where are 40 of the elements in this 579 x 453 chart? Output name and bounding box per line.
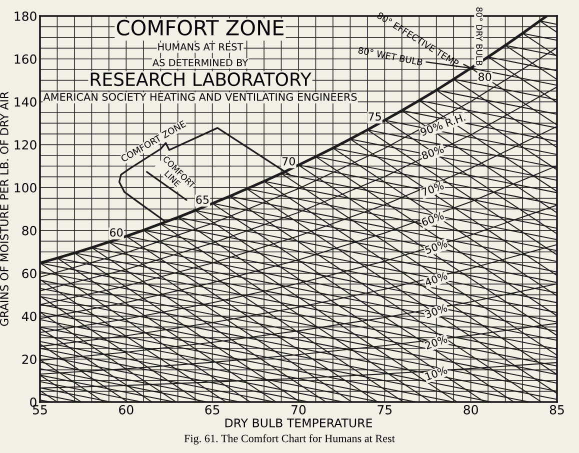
annotation: AMERICAN SOCIETY HEATING AND VENTILATING ENGINEERS [43, 92, 357, 101]
x-tick-label: 80 [464, 405, 478, 414]
annotation: 90% R.H. [420, 113, 466, 136]
annotation: 40% [424, 271, 448, 286]
annotation: 65 [196, 195, 209, 204]
annotation: 70 [282, 157, 295, 166]
y-tick-label: 60 [22, 268, 36, 278]
y-tick-label: 80 [22, 226, 36, 236]
x-tick-label: 55 [33, 405, 47, 414]
annotation: 80° DRY BULB [476, 7, 482, 66]
x-tick-label: 75 [378, 405, 392, 414]
annotation: 80° WET BULB [358, 46, 423, 66]
y-tick-label: 140 [14, 97, 36, 107]
y-tick-label: 100 [14, 183, 36, 192]
caption: Fig. 61. The Comfort Chart for Humans at Rest [184, 434, 395, 445]
text: HUMANS AT REST [158, 43, 244, 50]
y-tick-label: 120 [14, 140, 36, 150]
x-tick-label: 65 [205, 405, 220, 414]
y-tick-label: 180 [14, 11, 36, 21]
annotation: 10% [424, 366, 448, 381]
x-tick-label: 60 [119, 405, 134, 414]
y-axis-title: GRAINS OF MOISTURE PER LB. OF DRY AIR [0, 92, 8, 326]
x-tick-label: 85 [550, 405, 564, 414]
annotation: 50% [424, 239, 448, 254]
annotation: 60% [421, 211, 444, 226]
annotation: AS DETERMINED BY [152, 58, 248, 66]
annotation: 70% [421, 181, 444, 196]
annotation: 20% [424, 334, 448, 350]
annotation: 80 [478, 72, 492, 82]
annotation: RESEARCH LABORATORY [90, 72, 312, 86]
y-tick-label: 20 [22, 354, 36, 364]
x-tick-label: 70 [292, 405, 306, 414]
x-axis-title: DRY BULB TEMPERATURE [225, 418, 372, 428]
annotation: 30% [424, 304, 448, 318]
annotation: 75 [368, 112, 381, 121]
y-tick-label: 160 [14, 54, 36, 64]
y-tick-label: 40 [22, 312, 36, 322]
annotation: 80% [421, 144, 444, 160]
annotation: 60 [110, 228, 123, 237]
chart-title: COMFORT ZONE [116, 20, 284, 36]
